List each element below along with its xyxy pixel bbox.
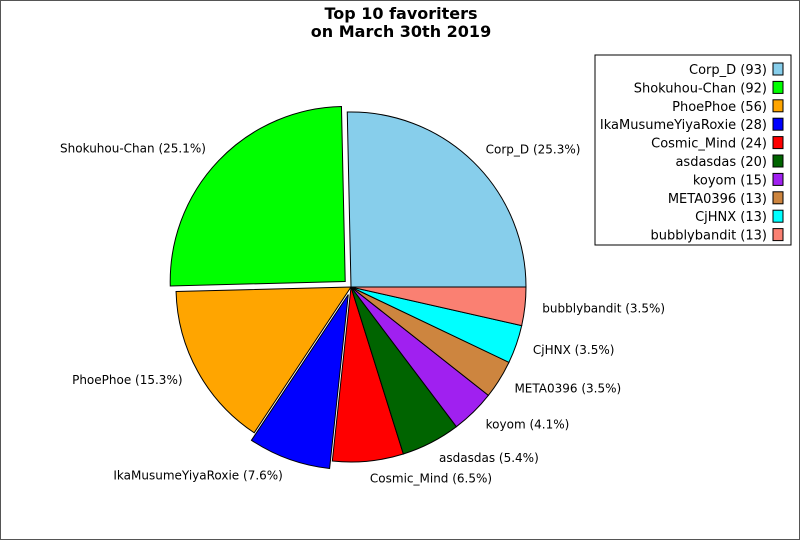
pie-slice-corp-d xyxy=(346,111,527,288)
legend-swatch-corp-d xyxy=(772,62,784,76)
legend-box xyxy=(594,54,792,246)
legend-label-ikamusumeyiyaroxie: IkaMusumeYiyaRoxie (28) xyxy=(600,118,767,133)
legend-label-koyom: koyom (15) xyxy=(693,173,767,188)
legend-swatch-koyom xyxy=(772,172,784,186)
pie-slice-phoephoe xyxy=(175,286,352,434)
slice-label-cjhnx: CjHNX (3.5%) xyxy=(533,343,615,357)
legend-label-asdasdas: asdasdas (20) xyxy=(675,155,767,170)
pie-slice-bubblybandit xyxy=(350,286,527,327)
slice-label-koyom: koyom (4.1%) xyxy=(486,418,570,432)
legend-swatch-asdasdas xyxy=(772,154,784,168)
slice-label-phoephoe: PhoePhoe (15.3%) xyxy=(72,373,182,387)
legend-label-cosmic-mind: Cosmic_Mind (24) xyxy=(651,137,767,152)
legend-label-phoephoe: PhoePhoe (56) xyxy=(672,100,767,115)
legend: Corp_D (93) Shokuhou-Chan (92) PhoePhoe (5… xyxy=(594,54,792,246)
slice-label-corp-d: Corp_D (25.3%) xyxy=(486,142,581,156)
legend-swatch-shokuhou-chan xyxy=(772,80,784,94)
legend-label-cjhnx: CjHNX (13) xyxy=(695,210,767,225)
slice-label-meta0396: META0396 (3.5%) xyxy=(514,382,621,396)
chart-title-line-2: on March 30th 2019 xyxy=(311,22,491,41)
legend-label-meta0396: META0396 (13) xyxy=(668,192,767,207)
slice-label-ikamusumeyiyaroxie: IkaMusumeYiyaRoxie (7.6%) xyxy=(113,469,282,483)
legend-swatch-meta0396 xyxy=(772,191,784,205)
slice-labels: Corp_D (25.3%) Shokuhou-Chan (25.1%) PhoeP… xyxy=(60,142,665,486)
legend-swatch-bubblybandit xyxy=(772,228,784,242)
legend-swatch-phoephoe xyxy=(772,99,784,113)
slice-label-shokuhou-chan: Shokuhou-Chan (25.1%) xyxy=(60,142,206,156)
slice-label-asdasdas: asdasdas (5.4%) xyxy=(439,451,539,465)
pie-slices xyxy=(169,106,527,470)
pie-slice-shokuhou-chan xyxy=(169,106,346,287)
slice-label-bubblybandit: bubblybandit (3.5%) xyxy=(542,301,665,315)
pie-slice-ikamusumeyiyaroxie xyxy=(250,294,349,470)
legend-swatch-ikamusumeyiyaroxie xyxy=(772,117,784,131)
legend-label-bubblybandit: bubblybandit (13) xyxy=(650,229,767,244)
legend-swatch-cjhnx xyxy=(772,209,784,223)
legend-label-corp-d: Corp_D (93) xyxy=(689,63,767,78)
legend-swatch-cosmic-mind xyxy=(772,136,784,150)
chart-title-line-1: Top 10 favoriters xyxy=(324,4,477,23)
slice-label-cosmic-mind: Cosmic_Mind (6.5%) xyxy=(370,472,492,486)
legend-label-shokuhou-chan: Shokuhou-Chan (92) xyxy=(634,81,767,96)
